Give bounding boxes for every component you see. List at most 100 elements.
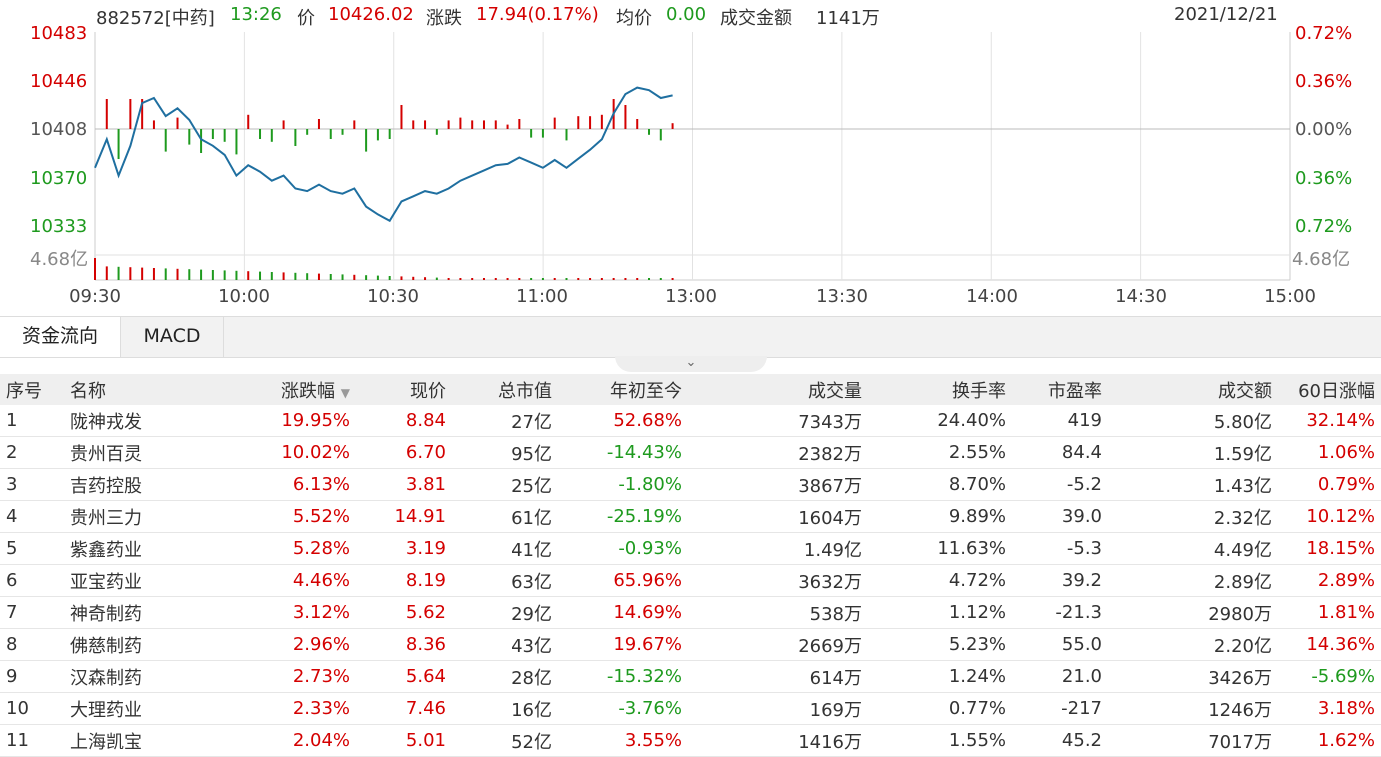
flow-bar xyxy=(106,99,108,129)
market-cap: 27亿 xyxy=(452,405,558,437)
volume-bar xyxy=(660,278,662,280)
volume-bar xyxy=(306,273,308,280)
double-chevron-down-icon[interactable]: ⌄ xyxy=(615,356,767,372)
row-index: 1 xyxy=(0,405,64,437)
table-row[interactable]: 7神奇制药3.12%5.6229亿14.69%538万1.12%-21.3298… xyxy=(0,597,1381,629)
volume-bar xyxy=(283,272,285,280)
x-tick: 15:00 xyxy=(1264,286,1316,307)
table-row[interactable]: 10大理药业2.33%7.4616亿-3.76%169万0.77%-217124… xyxy=(0,693,1381,725)
tab-macd[interactable]: MACD xyxy=(121,317,224,357)
volume-bar xyxy=(601,278,603,280)
flow-bar xyxy=(554,118,556,129)
ytd-change: 3.55% xyxy=(558,725,688,757)
table-row[interactable]: 6亚宝药业4.46%8.1963亿65.96%3632万4.72%39.22.8… xyxy=(0,565,1381,597)
flow-bar xyxy=(672,123,674,129)
amount: 1.59亿 xyxy=(1108,437,1278,469)
col-header-market-cap[interactable]: 总市值 xyxy=(452,374,558,405)
price-line xyxy=(95,88,673,221)
volume: 2382万 xyxy=(688,437,868,469)
change-pct: 5.52% xyxy=(156,501,356,533)
table-row[interactable]: 3吉药控股6.13%3.8125亿-1.80%3867万8.70%-5.21.4… xyxy=(0,469,1381,501)
flow-bar xyxy=(118,129,120,159)
flow-bar xyxy=(424,120,426,129)
col-header-volume[interactable]: 成交量 xyxy=(688,374,868,405)
volume: 614万 xyxy=(688,661,868,693)
pe-ratio: 55.0 xyxy=(1012,629,1108,661)
volume: 2669万 xyxy=(688,629,868,661)
volume-bar xyxy=(542,278,544,280)
volume-bar xyxy=(507,278,509,280)
change-pct: 3.12% xyxy=(156,597,356,629)
col-header-amount[interactable]: 成交额 xyxy=(1108,374,1278,405)
volume-bar xyxy=(672,278,674,280)
flow-bar xyxy=(400,105,402,129)
volume-bar xyxy=(648,278,650,280)
turnover-rate: 1.12% xyxy=(868,597,1012,629)
col-header-price[interactable]: 现价 xyxy=(356,374,452,405)
stock-name: 吉药控股 xyxy=(64,469,156,501)
turnover-rate: 2.55% xyxy=(868,437,1012,469)
row-index: 3 xyxy=(0,469,64,501)
pe-ratio: -5.2 xyxy=(1012,469,1108,501)
col-header-60d[interactable]: 60日涨幅 xyxy=(1278,374,1381,405)
table-row[interactable]: 1陇神戎发19.95%8.8427亿52.68%7343万24.40%4195.… xyxy=(0,405,1381,437)
price: 5.64 xyxy=(356,661,452,693)
flow-bar xyxy=(306,129,308,135)
market-cap: 16亿 xyxy=(452,693,558,725)
col-header-index[interactable]: 序号 xyxy=(0,374,64,405)
ytd-change: -1.80% xyxy=(558,469,688,501)
market-cap: 29亿 xyxy=(452,597,558,629)
volume-bar xyxy=(212,270,214,280)
price: 3.19 xyxy=(356,533,452,565)
volume-bar xyxy=(129,267,131,280)
col-header-name[interactable]: 名称 xyxy=(64,374,156,405)
stock-name: 紫鑫药业 xyxy=(64,533,156,565)
volume-bar xyxy=(118,267,120,280)
flow-bar xyxy=(483,120,485,129)
stock-name: 大理药业 xyxy=(64,693,156,725)
volume-bar xyxy=(141,268,143,280)
change-pct: 2.96% xyxy=(156,629,356,661)
flow-bar xyxy=(507,125,509,129)
col-header-ytd[interactable]: 年初至今 xyxy=(558,374,688,405)
flow-bar xyxy=(212,129,214,139)
intraday-chart-panel[interactable]: 882572[中药] 13:26 价 10426.02 涨跌 17.94(0.1… xyxy=(0,0,1381,312)
change-60d: 1.62% xyxy=(1278,725,1381,757)
turnover-rate: 8.70% xyxy=(868,469,1012,501)
volume-bar xyxy=(636,278,638,280)
flow-bar xyxy=(589,116,591,129)
col-header-pe[interactable]: 市盈率 xyxy=(1012,374,1108,405)
table-row[interactable]: 5紫鑫药业5.28%3.1941亿-0.93%1.49亿11.63%-5.34.… xyxy=(0,533,1381,565)
volume-bar xyxy=(200,270,202,280)
volume-bar xyxy=(459,278,461,280)
flow-bar xyxy=(459,118,461,129)
table-row[interactable]: 4贵州三力5.52%14.9161亿-25.19%1604万9.89%39.02… xyxy=(0,501,1381,533)
price: 8.84 xyxy=(356,405,452,437)
market-cap: 61亿 xyxy=(452,501,558,533)
col-header-change-pct[interactable]: 涨跌幅 ▼ xyxy=(156,374,356,405)
volume-bar xyxy=(554,278,556,280)
volume-bar xyxy=(294,273,296,280)
flow-bar xyxy=(259,129,261,139)
change-60d: 14.36% xyxy=(1278,629,1381,661)
volume-bar xyxy=(153,268,155,280)
price: 7.46 xyxy=(356,693,452,725)
table-row[interactable]: 11上海凯宝2.04%5.0152亿3.55%1416万1.55%45.2701… xyxy=(0,725,1381,757)
flow-bar xyxy=(235,129,237,154)
change-pct: 2.73% xyxy=(156,661,356,693)
turnover-rate: 24.40% xyxy=(868,405,1012,437)
volume-bar xyxy=(577,278,579,280)
flow-bar xyxy=(353,120,355,129)
table-row[interactable]: 9汉森制药2.73%5.6428亿-15.32%614万1.24%21.0342… xyxy=(0,661,1381,693)
tab-fund-flow[interactable]: 资金流向 xyxy=(0,317,121,357)
volume-bar xyxy=(177,269,179,280)
volume-bar xyxy=(330,274,332,280)
table-row[interactable]: 2贵州百灵10.02%6.7095亿-14.43%2382万2.55%84.41… xyxy=(0,437,1381,469)
table-row[interactable]: 8佛慈制药2.96%8.3643亿19.67%2669万5.23%55.02.2… xyxy=(0,629,1381,661)
x-tick: 13:00 xyxy=(665,286,717,307)
volume-bar xyxy=(400,276,402,280)
flow-bar xyxy=(342,129,344,135)
pe-ratio: 39.0 xyxy=(1012,501,1108,533)
pe-ratio: 39.2 xyxy=(1012,565,1108,597)
col-header-turnover[interactable]: 换手率 xyxy=(868,374,1012,405)
